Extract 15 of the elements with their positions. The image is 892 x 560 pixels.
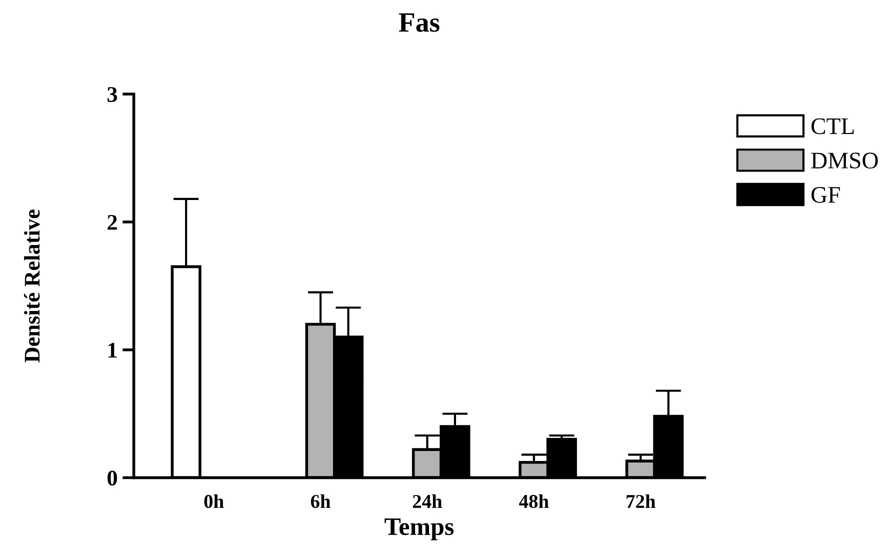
x-tick-label: 6h [310,494,331,508]
y-tick-label: 3 [108,87,118,102]
y-tick-label: 0 [108,470,117,486]
legend-label: DMSO [811,152,878,169]
x-tick-label: 48h [519,494,549,508]
legend-label: GF [812,186,840,203]
chart-title: Fas [398,13,440,32]
x-axis-title: Temps [384,518,454,540]
y-axis-title: Densité Relative [24,210,40,362]
legend-label: CTL [812,118,854,134]
y-tick-label: 2 [108,214,117,230]
x-tick-label: 0h [204,494,224,508]
y-tick-label: 1 [108,342,117,358]
x-tick-label: 72h [626,494,656,508]
x-tick-label: 24h [412,494,442,508]
